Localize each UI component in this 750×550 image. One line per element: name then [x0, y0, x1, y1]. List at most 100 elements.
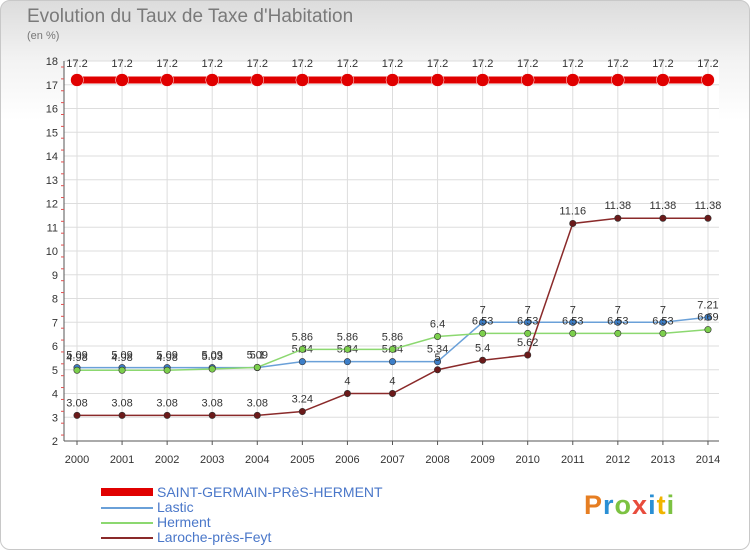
y-tick-label: 12 — [46, 199, 58, 211]
data-label: 17.2 — [562, 58, 583, 70]
data-label: 17.2 — [111, 58, 132, 70]
data-point — [569, 329, 577, 337]
x-tick-label: 2011 — [561, 454, 585, 466]
y-tick-label: 15 — [46, 127, 58, 139]
y-tick-label: 7 — [52, 317, 58, 329]
data-point — [434, 358, 442, 366]
data-label: 7 — [480, 304, 486, 316]
data-label: 5.4 — [475, 342, 490, 354]
legend-swatch — [101, 488, 153, 496]
x-tick-label: 2001 — [110, 454, 134, 466]
x-tick-label: 2005 — [290, 454, 314, 466]
data-label: 11.16 — [559, 205, 586, 217]
data-label: 5.86 — [292, 331, 313, 343]
data-point — [434, 366, 442, 374]
data-point — [163, 411, 171, 419]
data-point — [343, 358, 351, 366]
y-tick-label: 4 — [52, 389, 58, 401]
chart-title: Evolution du Taux de Taxe d'Habitation — [27, 6, 354, 27]
y-tick-label: 14 — [46, 151, 58, 163]
data-point — [704, 214, 712, 222]
logo-letter: i — [666, 490, 676, 520]
legend-label: Laroche-près-Feyt — [157, 529, 272, 545]
data-label: 5.09 — [247, 350, 268, 362]
logo-letter: r — [603, 490, 615, 520]
data-point — [524, 351, 532, 359]
legend-label: Lastic — [157, 499, 194, 515]
data-label: 6.53 — [652, 315, 673, 327]
data-label: 11.38 — [695, 200, 722, 212]
data-point — [340, 73, 355, 87]
data-point — [704, 313, 712, 321]
data-label: 17.2 — [652, 58, 673, 70]
data-point — [569, 219, 577, 227]
data-label: 7 — [660, 304, 666, 316]
data-point — [115, 73, 129, 87]
data-point — [205, 73, 219, 87]
data-point — [701, 73, 715, 87]
data-label: 17.2 — [156, 58, 177, 70]
data-label: 5.34 — [427, 344, 448, 356]
data-point — [250, 73, 265, 87]
data-point — [298, 345, 306, 353]
data-label: 4 — [344, 376, 350, 388]
data-label: 4.98 — [66, 352, 87, 364]
data-label: 17.2 — [607, 58, 628, 70]
data-point — [479, 329, 487, 337]
data-point — [73, 366, 81, 374]
data-label: 5.09 — [111, 350, 132, 362]
data-label: 4.98 — [156, 352, 177, 364]
data-point — [388, 358, 396, 366]
data-point — [614, 329, 622, 337]
legend-label: SAINT-GERMAIN-PRèS-HERMENT — [157, 484, 383, 500]
data-label: 7.21 — [697, 299, 718, 311]
y-tick-label: 9 — [52, 270, 58, 282]
y-tick-label: 10 — [46, 246, 58, 258]
data-label: 11.38 — [650, 200, 677, 212]
data-label: 7 — [525, 304, 531, 316]
data-label: 3.08 — [66, 397, 87, 409]
data-point — [118, 411, 126, 419]
y-unit-label: (en %) — [27, 30, 60, 42]
y-tick-label: 17 — [46, 80, 58, 92]
x-tick-label: 2014 — [696, 454, 720, 466]
x-tick-label: 2006 — [335, 454, 359, 466]
x-tick-label: 2008 — [425, 454, 449, 466]
y-tick-label: 18 — [46, 56, 58, 68]
data-point — [520, 73, 535, 87]
y-tick-label: 13 — [46, 175, 58, 187]
data-label: 17.2 — [427, 58, 448, 70]
data-point — [614, 318, 622, 326]
data-point — [524, 318, 532, 326]
data-label: 5.86 — [382, 331, 403, 343]
data-point — [659, 318, 667, 326]
data-point — [118, 366, 126, 374]
data-point — [475, 73, 490, 87]
legend-swatch — [101, 522, 153, 524]
data-label: 17.2 — [337, 58, 358, 70]
data-label: 17.2 — [201, 58, 222, 70]
data-point — [611, 73, 625, 87]
data-point — [343, 389, 351, 397]
data-label: 17.2 — [382, 58, 403, 70]
data-point — [388, 345, 396, 353]
y-tick-label: 16 — [46, 104, 58, 116]
data-label: 17.2 — [697, 58, 718, 70]
data-label: 5 — [434, 352, 440, 364]
data-label: 3.24 — [292, 394, 313, 406]
y-tick-label: 8 — [52, 294, 58, 306]
data-point — [524, 329, 532, 337]
data-point — [208, 411, 216, 419]
data-point — [298, 358, 306, 366]
data-point — [434, 332, 442, 340]
data-label: 11.38 — [604, 200, 631, 212]
legend-swatch — [101, 507, 153, 509]
x-tick-label: 2009 — [470, 454, 494, 466]
data-label: 17.2 — [292, 58, 313, 70]
logo-letter: t — [656, 490, 667, 520]
data-label: 7 — [615, 304, 621, 316]
data-label: 17.2 — [517, 58, 538, 70]
logo-letter: P — [584, 490, 604, 520]
